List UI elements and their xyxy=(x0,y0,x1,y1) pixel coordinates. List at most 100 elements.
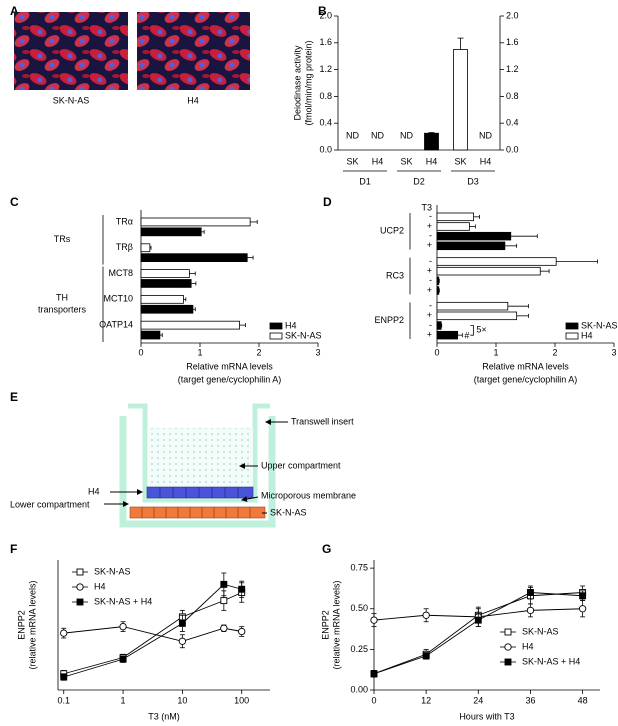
y-axis-label: ENPP2 xyxy=(320,610,330,640)
treatment-label: + xyxy=(427,285,432,295)
x-axis-label: Relative mRNA levels xyxy=(482,361,569,371)
marker xyxy=(579,592,587,600)
marker xyxy=(474,616,482,624)
group-label: TH xyxy=(56,293,68,303)
bar xyxy=(140,227,202,237)
category-label: TRβ xyxy=(116,242,133,252)
well xyxy=(119,416,276,528)
bar xyxy=(140,294,184,304)
legend-marker xyxy=(504,658,512,666)
y-tick-label: 0.4 xyxy=(319,118,332,128)
diagram-label: Lower compartment xyxy=(10,499,90,509)
treatment-label: - xyxy=(429,275,432,285)
upper-medium xyxy=(149,428,253,486)
marker xyxy=(119,655,127,663)
y-tick-label: 0.00 xyxy=(350,684,368,694)
h4-cells xyxy=(146,486,254,499)
marker xyxy=(60,673,68,681)
legend-label: SK-N-AS xyxy=(522,626,559,636)
micrograph xyxy=(137,12,250,90)
marker xyxy=(220,597,228,605)
legend-label: SK-N-AS xyxy=(285,330,322,340)
bar xyxy=(436,276,440,286)
y-tick-label: 0.0 xyxy=(319,144,332,154)
y-tick-label: 2.0 xyxy=(319,10,332,20)
bar xyxy=(436,212,474,222)
y2-tick-label: 1.2 xyxy=(506,64,519,74)
category-label: UCP2 xyxy=(380,226,404,236)
category-label: RC3 xyxy=(386,270,404,280)
x-tick-label: 12 xyxy=(421,695,431,705)
series-line xyxy=(63,592,242,675)
x-axis-label: T3 (nM) xyxy=(148,711,180,721)
x-tick-label: 0 xyxy=(371,695,376,705)
marker xyxy=(370,616,378,624)
marker xyxy=(422,652,430,660)
marker xyxy=(178,619,186,627)
y2-tick-label: 0.4 xyxy=(506,118,519,128)
panel-label: D xyxy=(323,195,332,209)
x-tick-label: SK xyxy=(400,156,412,166)
marker xyxy=(220,624,228,632)
bar xyxy=(436,286,440,295)
y-axis-label: (fmol/min/mg protein) xyxy=(303,40,313,125)
x-axis-label: Relative mRNA levels xyxy=(186,361,273,371)
x-tick-label: SK xyxy=(346,156,358,166)
bar xyxy=(140,217,251,227)
legend-swatch xyxy=(269,332,283,340)
value-label: ND xyxy=(346,130,359,140)
bar xyxy=(140,330,161,340)
x-tick-label: 100 xyxy=(234,695,249,705)
y2-tick-label: 0.8 xyxy=(506,91,519,101)
y-axis-label: (relative mRNA levels) xyxy=(331,580,341,669)
treatment-header: T3 xyxy=(421,202,432,212)
y-tick-label: 0.50 xyxy=(350,603,368,613)
image-label: H4 xyxy=(187,95,199,105)
category-label: TRα xyxy=(116,216,133,226)
marker xyxy=(578,605,587,613)
bar xyxy=(424,132,439,151)
legend-marker xyxy=(76,568,84,576)
x-tick-label: SK xyxy=(454,156,466,166)
treatment-label: + xyxy=(427,240,432,250)
value-label: ND xyxy=(400,130,413,140)
treatment-label: - xyxy=(429,211,432,221)
bar xyxy=(436,222,470,231)
sk-n-as-cells xyxy=(129,506,266,519)
legend-label: SK-N-AS xyxy=(94,566,131,576)
x-tick-label: 48 xyxy=(578,695,588,705)
marker xyxy=(238,585,246,593)
bar xyxy=(436,241,506,251)
legend-label: SK-N-AS + H4 xyxy=(522,656,580,666)
group-label: D2 xyxy=(413,176,425,186)
legend-label: H4 xyxy=(285,320,297,330)
insert xyxy=(128,403,270,503)
image-label: SK-N-AS xyxy=(53,95,90,105)
bar xyxy=(436,321,442,330)
x-tick-label: H4 xyxy=(426,156,438,166)
treatment-label: - xyxy=(429,301,432,311)
annotation: # xyxy=(464,331,469,341)
category-label: MCT8 xyxy=(109,268,134,278)
treatment-label: + xyxy=(427,330,432,340)
bar xyxy=(436,301,509,311)
x-axis-label: (target gene/cyclophilin A) xyxy=(178,374,282,384)
x-tick-label: 1 xyxy=(121,695,126,705)
bar xyxy=(436,266,541,276)
diagram-label: H4 xyxy=(88,486,100,496)
x-tick-label: 0 xyxy=(138,347,143,357)
x-tick-label: 3 xyxy=(611,347,616,357)
diagram-label: SK-N-AS xyxy=(270,507,307,517)
category-label: ENPP2 xyxy=(374,315,404,325)
bar xyxy=(436,231,512,241)
treatment-label: + xyxy=(427,221,432,231)
x-tick-label: 36 xyxy=(525,695,535,705)
legend-marker xyxy=(504,628,512,636)
bar xyxy=(436,311,518,321)
legend-label: H4 xyxy=(522,641,534,651)
y2-tick-label: 1.6 xyxy=(506,37,519,47)
x-tick-label: 24 xyxy=(473,695,483,705)
bar xyxy=(140,253,248,262)
y-tick-label: 0.75 xyxy=(350,563,368,573)
